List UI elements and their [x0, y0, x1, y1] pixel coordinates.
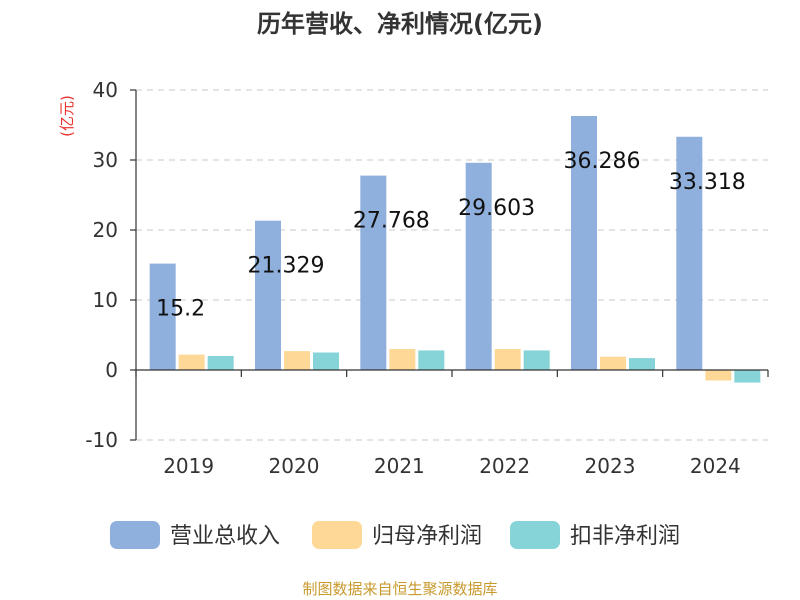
- bar-2022-series-0: [465, 162, 492, 370]
- y-tick-label: 30: [93, 148, 118, 172]
- legend-swatch: [312, 521, 362, 549]
- legend-swatch: [510, 521, 560, 549]
- axis-layer: 40 30 20 10 0 -10 2019 2020 2021 2022 2023 2024: [85, 78, 769, 478]
- grid-layer: [136, 89, 768, 441]
- legend-label: 扣非净利润: [570, 524, 680, 549]
- y-tick-label: 40: [93, 78, 118, 102]
- legend-label: 归母净利润: [372, 524, 482, 549]
- bar-2019-series-0: [149, 263, 176, 370]
- data-label: 15.2: [156, 297, 205, 322]
- legend: 营业总收入 归母净利润 扣非净利润: [110, 521, 680, 549]
- bar-2021-series-1: [389, 349, 416, 370]
- y-tick-label: 10: [93, 288, 118, 312]
- x-tick-label: 2019: [163, 454, 214, 478]
- bar-2023-series-2: [629, 358, 655, 370]
- bar-layer: [149, 115, 761, 383]
- x-tick-label: 2020: [269, 454, 320, 478]
- legend-swatch: [110, 521, 160, 549]
- data-label: 36.286: [564, 149, 641, 174]
- chart-title: 历年营收、净利情况(亿元): [257, 10, 543, 38]
- y-unit-label: (亿元): [58, 95, 76, 137]
- data-label: 27.768: [353, 209, 430, 234]
- label-layer: 15.2 21.329 27.768 29.603 36.286 33.318: [156, 149, 746, 322]
- y-tick-label: 0: [105, 358, 118, 382]
- bar-2021-series-0: [360, 175, 387, 370]
- bar-2022-series-1: [494, 349, 521, 370]
- bar-2020-series-0: [255, 220, 281, 370]
- data-label: 29.603: [458, 196, 535, 221]
- bar-2022-series-2: [523, 350, 550, 370]
- bar-2024-series-1: [705, 370, 732, 381]
- bar-2024-series-2: [734, 370, 761, 383]
- legend-label: 营业总收入: [170, 524, 280, 549]
- y-tick-label: 20: [93, 218, 118, 242]
- bar-2020-series-2: [313, 352, 339, 370]
- x-tick-label: 2021: [374, 454, 425, 478]
- data-label: 21.329: [248, 254, 325, 279]
- data-label: 33.318: [669, 170, 746, 195]
- bar-2019-series-2: [207, 356, 234, 370]
- bar-2024-series-0: [676, 136, 703, 370]
- bar-2021-series-2: [418, 350, 445, 370]
- x-tick-label: 2024: [690, 454, 741, 478]
- bar-2023-series-0: [571, 115, 597, 370]
- bar-2020-series-1: [284, 351, 310, 370]
- bar-2023-series-1: [600, 356, 626, 370]
- bar-2019-series-1: [178, 354, 205, 370]
- x-tick-label: 2023: [585, 454, 636, 478]
- y-tick-label: -10: [85, 428, 118, 452]
- x-tick-label: 2022: [479, 454, 530, 478]
- source-note: 制图数据来自恒生聚源数据库: [302, 580, 497, 598]
